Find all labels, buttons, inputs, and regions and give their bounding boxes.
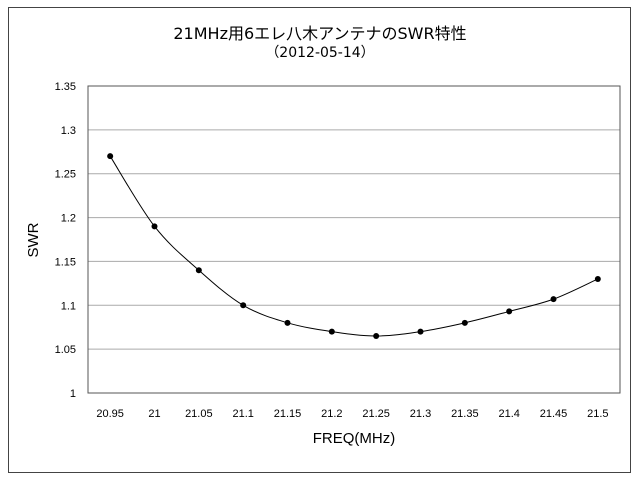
data-point bbox=[417, 328, 424, 335]
x-tick-label: 21.25 bbox=[362, 408, 390, 420]
data-point bbox=[506, 308, 513, 315]
swr-series-line bbox=[109, 155, 599, 337]
chart-frame bbox=[8, 7, 631, 473]
x-tick-label: 21.35 bbox=[451, 408, 479, 420]
data-point bbox=[151, 223, 158, 230]
y-tick-labels: 1 1.05 1.1 1.15 1.2 1.25 1.3 1.35 bbox=[55, 81, 76, 400]
data-point bbox=[550, 296, 557, 303]
swr-series-markers bbox=[107, 153, 601, 339]
x-axis-title: FREQ(MHz) bbox=[313, 430, 396, 447]
y-tick-label: 1.35 bbox=[55, 81, 76, 93]
y-tick-label: 1.25 bbox=[55, 169, 76, 181]
chart-subtitle: （2012-05-14） bbox=[265, 45, 375, 61]
data-point bbox=[373, 332, 380, 339]
data-point bbox=[284, 319, 291, 326]
x-tick-label: 21.1 bbox=[232, 408, 253, 420]
data-point bbox=[328, 328, 335, 335]
y-tick-label: 1.2 bbox=[61, 213, 76, 225]
data-point bbox=[594, 275, 601, 282]
y-tick-label: 1.15 bbox=[55, 256, 76, 268]
data-point bbox=[240, 302, 247, 309]
data-point bbox=[107, 153, 114, 160]
y-tick-label: 1.3 bbox=[61, 125, 76, 137]
x-tick-label: 21.45 bbox=[540, 408, 568, 420]
data-point bbox=[461, 319, 468, 326]
x-tick-label: 21 bbox=[148, 408, 160, 420]
y-tick-label: 1 bbox=[70, 388, 76, 400]
x-tick-label: 21.4 bbox=[498, 408, 519, 420]
x-tick-label: 20.95 bbox=[96, 408, 124, 420]
chart-title: 21MHz用6エレ八木アンテナのSWR特性 bbox=[173, 24, 467, 43]
x-tick-label: 21.15 bbox=[274, 408, 302, 420]
x-tick-label: 21.05 bbox=[185, 408, 213, 420]
plot-area bbox=[87, 85, 621, 394]
x-tick-label: 21.5 bbox=[587, 408, 608, 420]
y-tick-label: 1.05 bbox=[55, 344, 76, 356]
data-point bbox=[195, 267, 202, 274]
y-axis-title: SWR bbox=[25, 222, 42, 257]
y-tick-label: 1.1 bbox=[61, 300, 76, 312]
gridlines bbox=[88, 129, 620, 350]
x-tick-labels: 20.95 21 21.05 21.1 21.15 21.2 21.25 21.3 21.35 2… bbox=[96, 408, 608, 420]
x-tick-label: 21.3 bbox=[410, 408, 431, 420]
x-tick-label: 21.2 bbox=[321, 408, 342, 420]
